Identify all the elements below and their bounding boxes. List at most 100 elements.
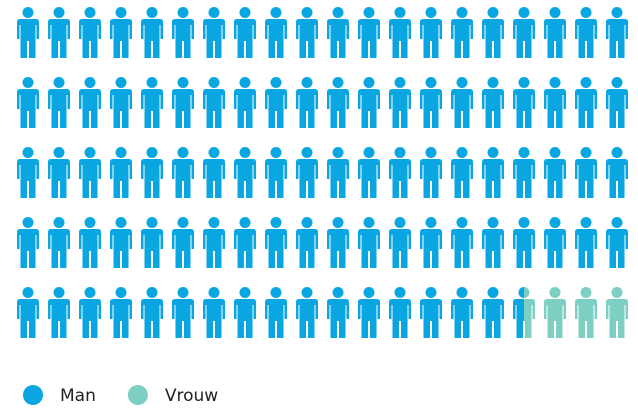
person-icon bbox=[451, 7, 473, 58]
person-icon bbox=[606, 287, 628, 338]
person-icon bbox=[575, 287, 597, 338]
person-icon bbox=[358, 217, 380, 268]
person-icon bbox=[203, 7, 225, 58]
person-icon bbox=[141, 7, 163, 58]
person-icon bbox=[17, 77, 39, 128]
person-icon bbox=[17, 217, 39, 268]
person-icon bbox=[110, 77, 132, 128]
person-icon bbox=[389, 147, 411, 198]
person-icon bbox=[203, 217, 225, 268]
person-icon bbox=[296, 7, 318, 58]
person-icon bbox=[482, 77, 504, 128]
person-icon bbox=[389, 217, 411, 268]
person-icon bbox=[606, 217, 628, 268]
person-icon bbox=[358, 147, 380, 198]
person-icon bbox=[513, 217, 535, 268]
legend: Man Vrouw bbox=[23, 385, 218, 406]
person-icon bbox=[203, 147, 225, 198]
person-icon bbox=[172, 7, 194, 58]
person-icon bbox=[110, 287, 132, 338]
person-icon bbox=[234, 77, 256, 128]
person-icon bbox=[265, 7, 287, 58]
person-icon bbox=[265, 77, 287, 128]
person-icon bbox=[141, 147, 163, 198]
pictogram bbox=[17, 7, 628, 338]
person-icon bbox=[172, 287, 194, 338]
person-icon bbox=[48, 77, 70, 128]
person-icon bbox=[358, 77, 380, 128]
person-icon bbox=[544, 7, 566, 58]
person-icon bbox=[110, 7, 132, 58]
person-icon bbox=[420, 287, 442, 338]
person-icon bbox=[358, 287, 380, 338]
person-icon bbox=[420, 147, 442, 198]
person-icon bbox=[48, 7, 70, 58]
person-icon bbox=[110, 147, 132, 198]
person-icon bbox=[79, 147, 101, 198]
person-icon bbox=[451, 287, 473, 338]
person-icon bbox=[234, 287, 256, 338]
person-icon bbox=[234, 147, 256, 198]
person-icon bbox=[389, 287, 411, 338]
person-icon bbox=[296, 77, 318, 128]
person-icon bbox=[482, 147, 504, 198]
person-icon bbox=[606, 77, 628, 128]
person-icon bbox=[110, 217, 132, 268]
person-icon bbox=[327, 217, 349, 268]
person-icon bbox=[327, 77, 349, 128]
person-icon bbox=[524, 287, 535, 338]
person-icon bbox=[606, 147, 628, 198]
person-icon bbox=[513, 287, 524, 338]
person-icon bbox=[265, 217, 287, 268]
person-icon bbox=[172, 77, 194, 128]
person-icon bbox=[575, 7, 597, 58]
person-icon bbox=[451, 217, 473, 268]
person-icon bbox=[420, 7, 442, 58]
person-icon bbox=[451, 147, 473, 198]
person-icon bbox=[141, 287, 163, 338]
person-icon bbox=[389, 77, 411, 128]
person-icon bbox=[48, 287, 70, 338]
person-icon bbox=[172, 147, 194, 198]
legend-label: Vrouw bbox=[165, 386, 218, 406]
person-icon bbox=[79, 77, 101, 128]
person-icon bbox=[265, 147, 287, 198]
person-icon bbox=[141, 77, 163, 128]
person-icon bbox=[79, 287, 101, 338]
person-icon bbox=[451, 77, 473, 128]
person-icon bbox=[420, 217, 442, 268]
person-icon bbox=[17, 7, 39, 58]
person-icon bbox=[234, 7, 256, 58]
person-icon bbox=[327, 147, 349, 198]
person-icon bbox=[513, 147, 535, 198]
person-icon bbox=[234, 217, 256, 268]
person-icon bbox=[606, 7, 628, 58]
person-icon bbox=[48, 217, 70, 268]
legend-swatch bbox=[127, 385, 148, 405]
person-icon bbox=[358, 7, 380, 58]
person-icon bbox=[141, 217, 163, 268]
legend-swatch bbox=[23, 385, 43, 405]
person-icon bbox=[79, 7, 101, 58]
person-icon bbox=[544, 147, 566, 198]
person-icon bbox=[513, 7, 535, 58]
person-icon bbox=[296, 147, 318, 198]
person-icon bbox=[17, 287, 39, 338]
person-icon bbox=[265, 287, 287, 338]
person-icon bbox=[296, 217, 318, 268]
person-icon bbox=[575, 77, 597, 128]
person-icon bbox=[544, 287, 566, 338]
person-icon bbox=[482, 7, 504, 58]
legend-label: Man bbox=[60, 386, 96, 406]
person-icon bbox=[79, 217, 101, 268]
person-icon bbox=[203, 287, 225, 338]
person-icon bbox=[575, 147, 597, 198]
person-icon bbox=[203, 77, 225, 128]
person-icon bbox=[482, 287, 504, 338]
person-icon bbox=[327, 287, 349, 338]
person-icon bbox=[544, 77, 566, 128]
person-icon bbox=[327, 7, 349, 58]
person-icon bbox=[296, 287, 318, 338]
